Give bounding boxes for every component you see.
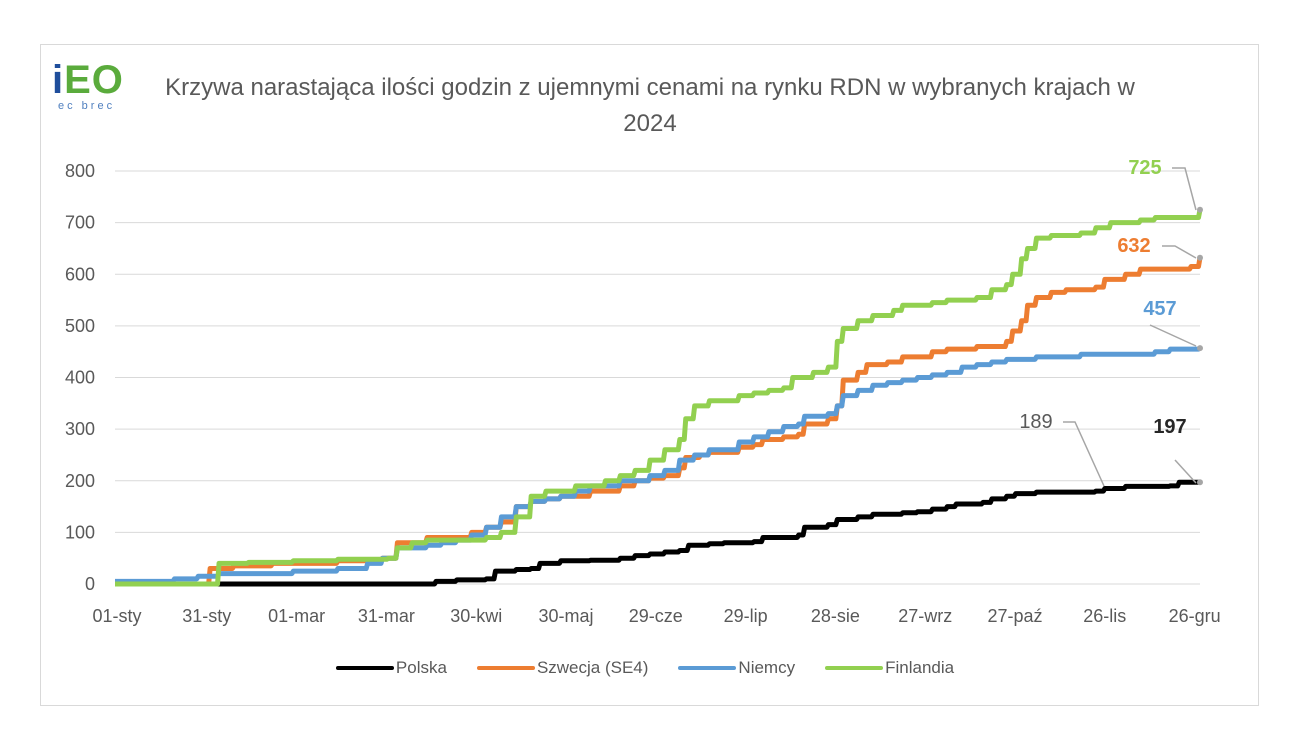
x-tick-label: 26-lis <box>1083 606 1126 626</box>
logo-text: iEO <box>52 58 124 102</box>
legend-item: Polska <box>335 658 447 678</box>
leader-line-polska-189 <box>1063 421 1105 487</box>
ieo-logo: iEO ec brec <box>52 60 142 120</box>
chart-title: Krzywa narastająca ilości godzin z ujemn… <box>165 74 1135 137</box>
series-line-polska <box>115 479 1201 587</box>
y-tick-label: 100 <box>65 522 95 542</box>
legend-label: Polska <box>395 658 447 677</box>
legend-label: Szwecja (SE4) <box>536 658 649 677</box>
data-label-niemcy: 457 <box>1143 298 1176 320</box>
y-tick-label: 500 <box>65 316 95 336</box>
data-label-polska-197: 197 <box>1153 416 1186 438</box>
chart-legend: Polska Szwecja (SE4) Niemcy Finlandia <box>0 658 1290 678</box>
y-tick-label: 700 <box>65 213 95 233</box>
chart-frame <box>40 44 1259 706</box>
y-tick-label: 400 <box>65 368 95 388</box>
y-tick-label: 600 <box>65 264 95 284</box>
legend-swatch <box>335 666 394 670</box>
y-tick-label: 300 <box>65 419 95 439</box>
legend-item: Szwecja (SE4) <box>476 658 649 678</box>
data-label-szwecja: 632 <box>1117 235 1150 257</box>
leader-line-niemcy <box>1149 324 1197 347</box>
x-tick-label: 29-lip <box>724 606 768 626</box>
legend-item: Finlandia <box>825 658 954 678</box>
x-tick-label: 31-mar <box>358 606 415 626</box>
x-tick-label: 26-gru <box>1169 606 1221 626</box>
leader-line-finlandia <box>1172 167 1197 211</box>
end-marker <box>1197 479 1203 486</box>
x-tick-label: 01-sty <box>92 606 141 626</box>
legend-swatch <box>678 666 737 670</box>
x-tick-label: 28-sie <box>811 606 860 626</box>
end-marker <box>1197 254 1203 261</box>
series-line-niemcy <box>115 346 1202 584</box>
series-line-finlandia <box>115 209 1203 587</box>
data-label-polska-189: 189 <box>1019 411 1052 433</box>
leader-line-szwecja <box>1162 245 1197 259</box>
legend-item: Niemcy <box>678 658 795 678</box>
x-tick-label: 30-kwi <box>450 606 502 626</box>
y-tick-label: 800 <box>65 161 95 181</box>
x-tick-label: 29-cze <box>629 606 683 626</box>
legend-label: Finlandia <box>885 658 955 677</box>
leader-line-polska-197 <box>1174 459 1197 484</box>
end-marker <box>1197 345 1203 352</box>
logo-subtext: ec brec <box>58 100 116 112</box>
y-tick-label: 0 <box>85 574 95 594</box>
legend-swatch <box>825 666 884 670</box>
y-tick-label: 200 <box>65 471 95 491</box>
data-label-finlandia: 725 <box>1128 157 1161 179</box>
x-tick-label: 27-wrz <box>898 606 952 626</box>
end-marker <box>1197 206 1203 213</box>
x-tick-label: 31-sty <box>182 606 231 626</box>
x-tick-label: 01-mar <box>268 606 325 626</box>
legend-label: Niemcy <box>738 658 796 677</box>
x-tick-label: 27-paź <box>987 606 1042 626</box>
legend-swatch <box>476 666 535 670</box>
x-tick-label: 30-maj <box>538 606 593 626</box>
